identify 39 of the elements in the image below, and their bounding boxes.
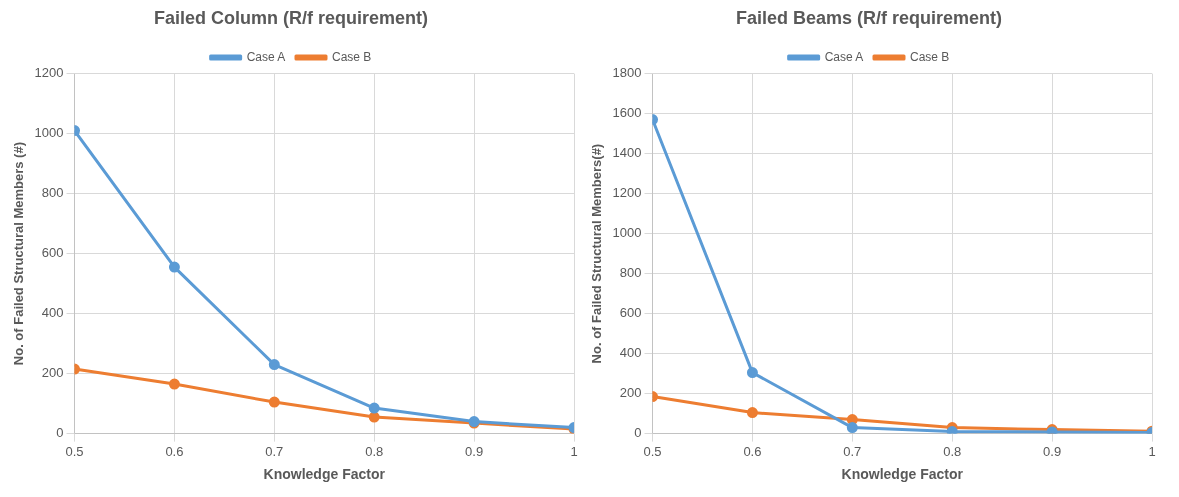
y-tick-label: 1000 [612, 225, 642, 241]
y-tick-label: 800 [619, 265, 642, 281]
y-tick-label: 400 [41, 305, 64, 321]
y-tick-label: 1800 [612, 65, 642, 81]
y-axis-title: No. of Failed Structural Members(#) [589, 143, 605, 364]
y-tick-label: 0 [634, 425, 642, 441]
y-tick-label: 1000 [34, 125, 64, 141]
chart-title: Failed Beams (R/f requirement) [735, 7, 1003, 28]
legend-label: Case B [332, 49, 372, 64]
legend-label: Case A [824, 49, 864, 64]
legend-label: Case B [910, 49, 950, 64]
x-tick-label: 0.5 [643, 443, 662, 459]
y-tick-label: 600 [41, 245, 64, 261]
y-tick-label: 0 [56, 425, 64, 441]
legend-label: Case A [246, 49, 286, 64]
y-tick-label: 600 [619, 305, 642, 321]
y-tick-label: 800 [41, 185, 64, 201]
y-tick-label: 1600 [612, 105, 642, 121]
x-axis-title: Knowledge Factor [263, 466, 386, 483]
x-tick-label: 0.5 [65, 443, 84, 459]
y-axis-title: No. of Failed Structural Members (#) [11, 142, 27, 366]
y-tick-label: 200 [619, 385, 642, 401]
y-tick-label: 1400 [612, 145, 642, 161]
x-tick-label: 0.9 [1043, 443, 1062, 459]
x-tick-label: 0.6 [743, 443, 762, 459]
x-tick-label: 0.8 [943, 443, 962, 459]
x-tick-label: 0.8 [365, 443, 384, 459]
x-tick-label: 0.9 [465, 443, 484, 459]
y-tick-label: 400 [619, 345, 642, 361]
x-tick-label: 0.6 [165, 443, 184, 459]
x-tick-label: 0.7 [265, 443, 284, 459]
y-tick-label: 1200 [34, 65, 64, 81]
chart-title: Failed Column (R/f requirement) [153, 7, 429, 28]
x-axis-title: Knowledge Factor [841, 466, 964, 483]
x-tick-label: 0.7 [843, 443, 862, 459]
x-tick-label: 1 [1148, 443, 1156, 459]
x-tick-label: 1 [570, 443, 578, 459]
y-tick-label: 1200 [612, 185, 642, 201]
y-tick-label: 200 [41, 365, 64, 381]
